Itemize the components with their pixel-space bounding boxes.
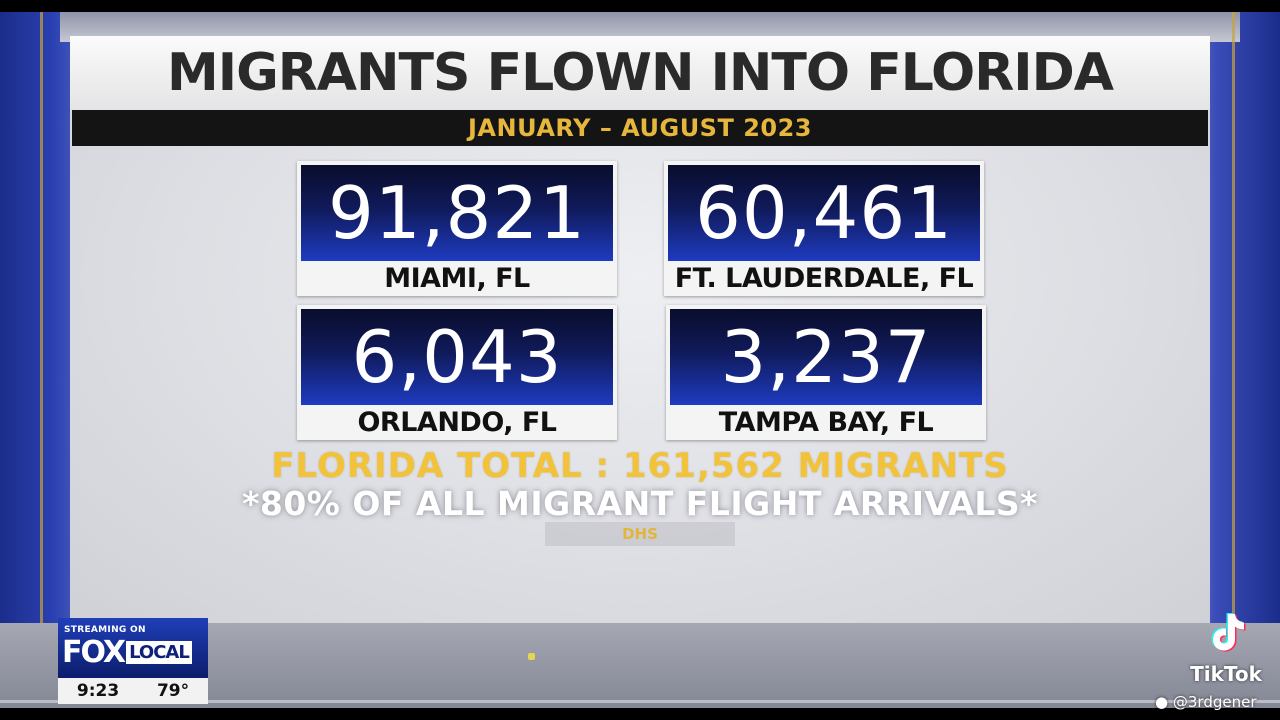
stat-card-ft-lauderdale: 60,461 FT. LAUDERDALE, FL [664, 161, 984, 296]
graphic-title: MIGRANTS FLOWN INTO FLORIDA [166, 43, 1114, 103]
title-bar: MIGRANTS FLOWN INTO FLORIDA [70, 36, 1210, 110]
local-wordmark: LOCAL [126, 640, 192, 664]
floor-line [0, 700, 1280, 703]
stat-value: 91,821 [328, 171, 586, 255]
stat-card-miami: 91,821 MIAMI, FL [297, 161, 617, 296]
clock-time: 9:23 [76, 681, 120, 701]
stat-value-box: 60,461 [668, 165, 980, 261]
channel-bug-top: STREAMING ON FOX LOCAL [58, 618, 208, 678]
temperature: 79° [156, 681, 190, 701]
stat-value: 6,043 [351, 315, 563, 399]
fox-wordmark: FOX [62, 634, 126, 670]
stat-card-orlando: 6,043 ORLANDO, FL [297, 305, 617, 440]
florida-total: FLORIDA TOTAL : 161,562 MIGRANTS [271, 446, 1009, 486]
tiktok-brand: TikTok [1190, 662, 1262, 686]
stat-city: ORLANDO, FL [357, 407, 557, 438]
tiktok-username: ● @3rdgener [1155, 693, 1280, 711]
studio-floor [0, 623, 1280, 708]
stat-card-tampa-bay: 3,237 TAMPA BAY, FL [666, 305, 986, 440]
footnote: *80% OF ALL MIGRANT FLIGHT ARRIVALS* [242, 484, 1038, 523]
floor-light-dot [528, 653, 535, 660]
stat-city: MIAMI, FL [384, 263, 530, 294]
stat-city: FT. LAUDERDALE, FL [674, 263, 974, 294]
tiktok-watermark: TikTok ● @3rdgener [1155, 600, 1280, 711]
decor-stripe-right [1232, 12, 1235, 708]
fox-local-logo: FOX LOCAL [62, 634, 192, 670]
stat-value-box: 3,237 [670, 309, 982, 405]
source-label: DHS [622, 525, 658, 543]
subtitle-bar: JANUARY – AUGUST 2023 [72, 110, 1208, 146]
tiktok-handle: @3rdgener [1172, 693, 1257, 711]
source-bar: DHS [545, 522, 735, 546]
stat-value-box: 91,821 [301, 165, 613, 261]
graphic-subtitle: JANUARY – AUGUST 2023 [468, 114, 812, 142]
stat-value-box: 6,043 [301, 309, 613, 405]
channel-bug: STREAMING ON FOX LOCAL 9:23 79° [58, 618, 208, 704]
decor-stripe-left [40, 12, 43, 708]
stat-city: TAMPA BAY, FL [718, 407, 934, 438]
streaming-label: STREAMING ON [64, 625, 146, 635]
tiktok-icon [1211, 613, 1246, 652]
user-icon: ● [1155, 693, 1169, 711]
time-temp-bar: 9:23 79° [58, 678, 208, 704]
stat-value: 60,461 [695, 171, 953, 255]
stat-value: 3,237 [720, 315, 932, 399]
